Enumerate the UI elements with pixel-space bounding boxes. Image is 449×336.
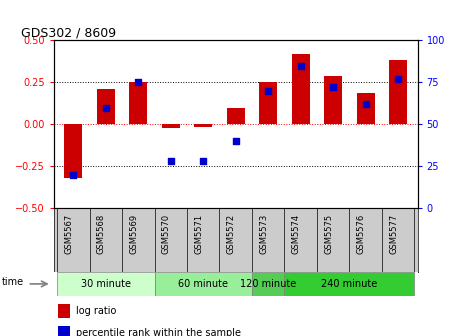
Point	[362, 101, 369, 107]
Text: GSM5576: GSM5576	[357, 213, 365, 254]
Bar	[252, 272, 284, 296]
Point	[167, 159, 174, 164]
Text: GSM5571: GSM5571	[194, 213, 203, 254]
Bar	[227, 108, 245, 124]
Text: GSM5573: GSM5573	[259, 213, 268, 254]
Bar	[97, 89, 115, 124]
Bar	[284, 272, 414, 296]
Text: GSM5569: GSM5569	[129, 213, 138, 254]
Text: GDS302 / 8609: GDS302 / 8609	[21, 26, 116, 39]
Bar	[292, 54, 310, 124]
Point	[264, 88, 272, 93]
Point	[102, 105, 110, 110]
Text: GSM5577: GSM5577	[389, 213, 398, 254]
Bar	[259, 82, 277, 124]
Point	[330, 85, 337, 90]
Text: GSM5574: GSM5574	[292, 213, 301, 254]
Text: GSM5575: GSM5575	[324, 213, 333, 254]
Text: GSM5567: GSM5567	[64, 213, 73, 254]
Text: 60 minute: 60 minute	[178, 279, 228, 289]
Text: percentile rank within the sample: percentile rank within the sample	[76, 328, 241, 336]
Text: time: time	[2, 277, 24, 287]
Text: 30 minute: 30 minute	[81, 279, 131, 289]
Text: GSM5570: GSM5570	[162, 213, 171, 254]
Text: 120 minute: 120 minute	[240, 279, 296, 289]
Point	[232, 138, 239, 144]
Bar	[389, 60, 407, 124]
Bar	[57, 272, 154, 296]
Bar	[357, 93, 374, 124]
Point	[297, 63, 304, 68]
Text: 240 minute: 240 minute	[321, 279, 378, 289]
Point	[395, 76, 402, 82]
Point	[200, 159, 207, 164]
Bar	[162, 124, 180, 128]
Bar	[194, 124, 212, 127]
Bar	[129, 82, 147, 124]
Text: log ratio: log ratio	[76, 306, 117, 316]
Bar	[154, 272, 252, 296]
Text: GSM5568: GSM5568	[97, 213, 106, 254]
Point	[135, 80, 142, 85]
Point	[70, 172, 77, 177]
Bar	[324, 76, 342, 124]
Bar	[65, 124, 82, 178]
Text: GSM5572: GSM5572	[227, 213, 236, 254]
